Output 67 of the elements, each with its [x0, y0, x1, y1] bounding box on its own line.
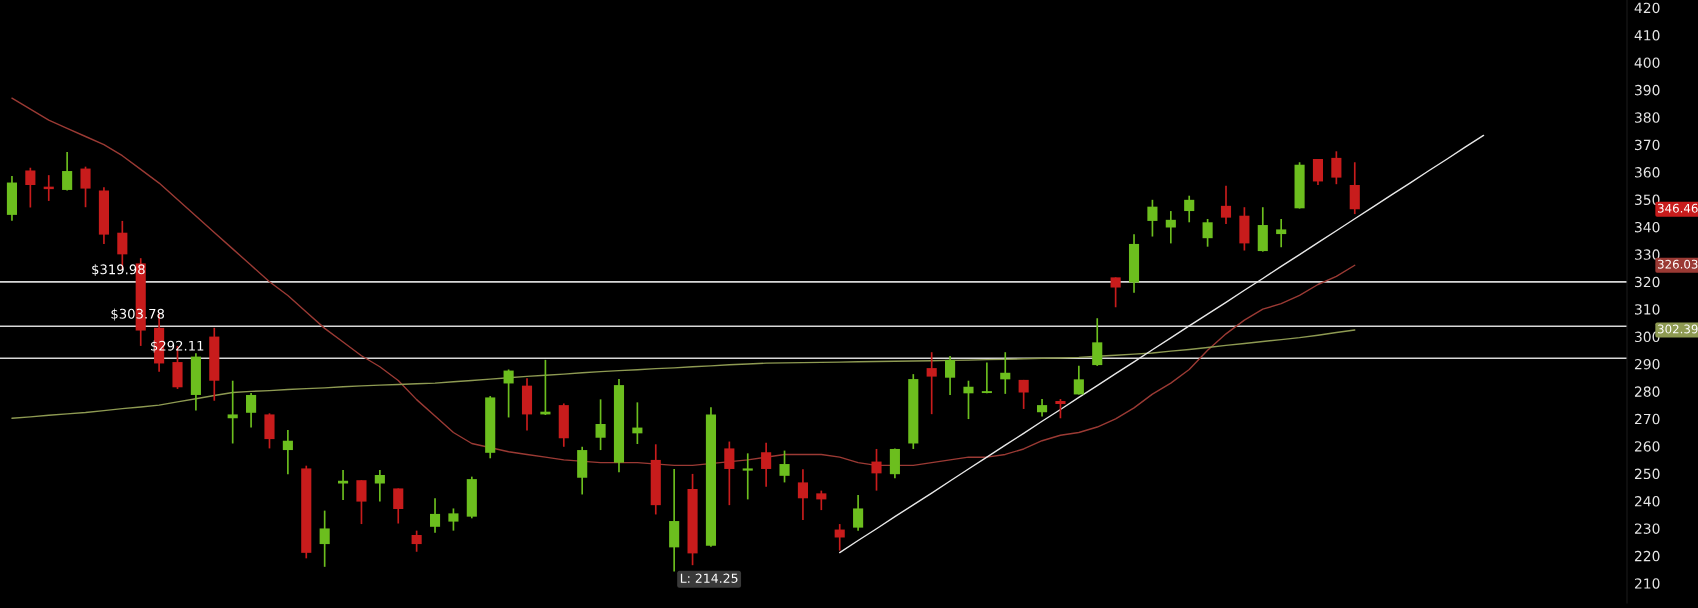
candlestick: [797, 468, 808, 521]
candlestick: [945, 355, 956, 396]
y-tick-label: 390: [1635, 84, 1660, 96]
candlestick: [926, 351, 937, 415]
text: 326.03: [1658, 259, 1698, 269]
candlestick: [80, 165, 91, 209]
y-tick-label: 400: [1634, 57, 1660, 68]
candlestick: [853, 494, 864, 532]
y-tick-label: 330: [1635, 249, 1660, 260]
candlestick: [816, 489, 827, 511]
y-tick-label: 320: [1635, 276, 1660, 288]
candlestick: [761, 441, 772, 488]
candlestick: [724, 440, 735, 506]
y-tick-label: 310: [1635, 304, 1660, 315]
candlestick: [1055, 398, 1066, 420]
y-tick-label: 220: [1634, 550, 1660, 562]
candlestick: [25, 166, 36, 209]
y-tick-label: 250: [1634, 468, 1660, 480]
candlestick: [503, 368, 514, 419]
candlestick: [871, 448, 882, 492]
y-tick-label: 380: [1635, 112, 1660, 123]
candlestick: [981, 361, 992, 395]
line-series: [839, 134, 1485, 554]
candlestick: [411, 529, 422, 553]
candlestick: [356, 479, 367, 525]
y-tick-label: 370: [1635, 139, 1660, 151]
candlestick: [1147, 198, 1158, 238]
y-tick-label: 290: [1634, 358, 1660, 370]
candlestick: [1000, 351, 1011, 395]
candlestick: [319, 509, 330, 568]
candlestick: [1220, 184, 1232, 225]
candlestick: [1312, 158, 1324, 186]
candlestick: [1202, 218, 1213, 248]
candlestick: [227, 379, 238, 445]
candlestick: [1092, 317, 1103, 367]
text: 302.39: [1658, 324, 1698, 334]
candlestick: [595, 398, 606, 451]
candlestick: [963, 379, 974, 420]
y-tick-label: 240: [1634, 496, 1660, 507]
y-tick-label: 340: [1635, 221, 1660, 233]
y-tick-label: 260: [1634, 441, 1660, 452]
candlestick: [779, 449, 790, 484]
candlestick: [62, 151, 73, 192]
y-tick-label: 210: [1634, 578, 1660, 589]
candlestick: [1276, 218, 1287, 249]
y-tick-label: 360: [1635, 167, 1660, 178]
y-tick-label: 280: [1634, 386, 1660, 397]
candlestick: [246, 392, 257, 429]
y-tick-label: 420: [1634, 2, 1660, 14]
candlestick: [742, 452, 753, 501]
text: 346.46: [1658, 203, 1698, 213]
candlestick: [282, 429, 293, 476]
candlestick: [1165, 210, 1176, 245]
candlestick: [1018, 379, 1029, 410]
candlestick: [374, 469, 385, 503]
y-tick-label: 230: [1634, 523, 1660, 534]
candlestick: [1184, 194, 1195, 224]
candlestick: [1073, 364, 1084, 396]
y-tick-label: 410: [1634, 30, 1660, 41]
line-series: [11, 329, 1356, 419]
annotation: L: 214.25: [680, 573, 738, 583]
candlestick: [1110, 276, 1121, 309]
candlestick: [429, 497, 441, 534]
candlestick: [393, 487, 404, 525]
candlestick: [448, 507, 459, 532]
candlestick: [1331, 150, 1342, 186]
y-tick-label: 270: [1634, 413, 1660, 425]
